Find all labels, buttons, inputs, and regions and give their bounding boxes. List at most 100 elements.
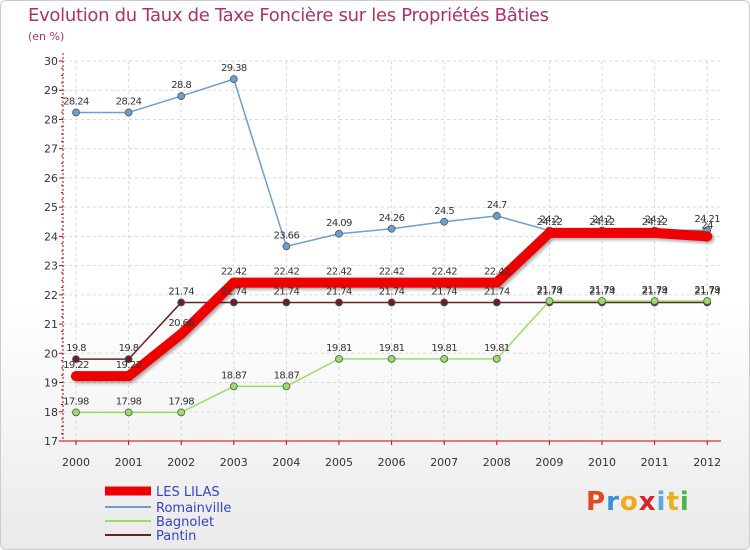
data-point-bagnolet [177,408,186,417]
y-tick-label: 17 [44,435,58,448]
data-point-les-lilas [71,371,81,382]
legend-label-romainville: Romainville [156,501,231,516]
data-label-pantin: 21.74 [326,286,352,297]
x-tick-label: 2002 [167,456,195,469]
data-point-bagnolet [492,354,501,363]
data-point-bagnolet [440,354,449,363]
data-label-bagnolet: 19.81 [431,343,457,354]
logo-letter: o [619,487,639,517]
data-label-pantin: 21.74 [274,286,300,297]
y-tick-label: 23 [44,260,58,273]
logo-letter: i [656,487,667,517]
y-tick-label: 30 [44,55,58,68]
x-tick-label: 2007 [430,456,458,469]
data-point-romainville [492,212,501,220]
data-label-bagnolet: 21.79 [694,285,720,296]
data-point-les-lilas [544,227,555,238]
data-label-les-lilas: 19.22 [116,360,142,371]
data-point-pantin [387,298,396,307]
data-label-romainville: 29.38 [221,63,247,74]
y-tick-label: 21 [44,318,58,331]
data-point-pantin [492,298,501,307]
data-label-romainville: 24.09 [326,218,352,229]
data-point-pantin [440,298,449,307]
data-label-les-lilas: 19.22 [63,360,89,371]
data-point-romainville [177,92,186,100]
data-point-pantin [124,355,133,364]
data-point-bagnolet [598,297,606,305]
data-point-bagnolet [545,297,554,305]
y-tick-label: 18 [44,406,58,419]
data-label-bagnolet: 17.98 [168,396,194,407]
data-label-les-lilas: 20.66 [168,318,194,329]
data-label-pantin: 21.74 [537,286,563,297]
data-point-bagnolet [387,354,396,363]
y-tick-label: 20 [44,347,58,360]
data-point-pantin [282,298,291,307]
data-label-bagnolet: 21.79 [589,285,615,296]
logo-letter: x [638,487,657,517]
data-point-romainville [282,242,291,251]
proxiti-logo: Proxiti [586,487,690,517]
x-tick-label: 2012 [693,456,721,469]
data-point-bagnolet [335,354,343,363]
y-axis-unit: (en %) [28,30,65,43]
data-point-bagnolet [703,297,712,305]
data-point-bagnolet [72,408,80,417]
data-label-les-lilas: 22.42 [274,267,300,278]
logo-letter: P [586,487,607,517]
data-label-bagnolet: 21.79 [537,285,563,296]
data-point-pantin [335,298,343,307]
x-tick-label: 2008 [483,456,511,469]
x-tick-label: 2006 [378,456,406,469]
data-label-pantin: 19.8 [119,343,139,354]
data-label-bagnolet: 19.81 [484,343,510,354]
y-tick-label: 27 [44,143,58,156]
legend-label-les-lilas: LES LILAS [156,485,220,500]
data-point-bagnolet [229,382,238,391]
data-label-les-lilas: 22.42 [379,267,405,278]
y-tick-label: 29 [44,84,58,97]
logo-letter: r [606,487,620,517]
data-label-bagnolet: 17.98 [63,396,89,407]
data-label-les-lilas: 24 [701,220,713,231]
data-label-pantin: 21.74 [589,286,615,297]
data-label-romainville: 24.2 [539,215,559,226]
data-point-les-lilas [491,277,502,288]
data-point-les-lilas [281,277,292,288]
y-tick-label: 25 [44,201,58,214]
data-point-les-lilas [176,329,187,340]
data-label-bagnolet: 21.79 [642,285,668,296]
data-point-les-lilas [386,277,397,288]
data-label-pantin: 19.8 [66,343,86,354]
data-label-bagnolet: 19.81 [326,343,352,354]
data-label-les-lilas: 24.12 [537,217,563,228]
data-label-bagnolet: 18.87 [221,370,247,381]
series [71,75,713,417]
data-point-bagnolet [124,408,133,417]
y-tick-label: 19 [44,377,58,390]
data-point-bagnolet [650,297,659,305]
data-point-romainville [72,108,80,117]
x-tick-label: 2009 [535,456,563,469]
x-tick-label: 2005 [325,456,353,469]
data-point-romainville [124,108,133,117]
data-point-les-lilas [123,371,134,382]
data-point-les-lilas [228,277,239,288]
data-point-romainville [440,217,449,226]
grid [63,60,721,442]
data-label-pantin: 21.74 [168,286,194,297]
data-point-les-lilas [439,277,450,288]
logo-letter: i [679,487,690,517]
data-label-pantin: 21.74 [431,286,457,297]
x-tick-label: 2001 [115,456,143,469]
data-label-romainville: 23.66 [274,230,300,241]
axes: 17 18 19 20 21 22 23 24 25 26 27 28 29 30 2000 2001 2002… [44,53,721,469]
data-point-les-lilas [649,227,660,238]
data-label-romainville: 28.24 [63,96,89,107]
data-label-pantin: 21.74 [642,286,668,297]
data-point-romainville [229,75,238,84]
chart-title: Evolution du Taux de Taxe Foncière sur l… [28,5,549,26]
